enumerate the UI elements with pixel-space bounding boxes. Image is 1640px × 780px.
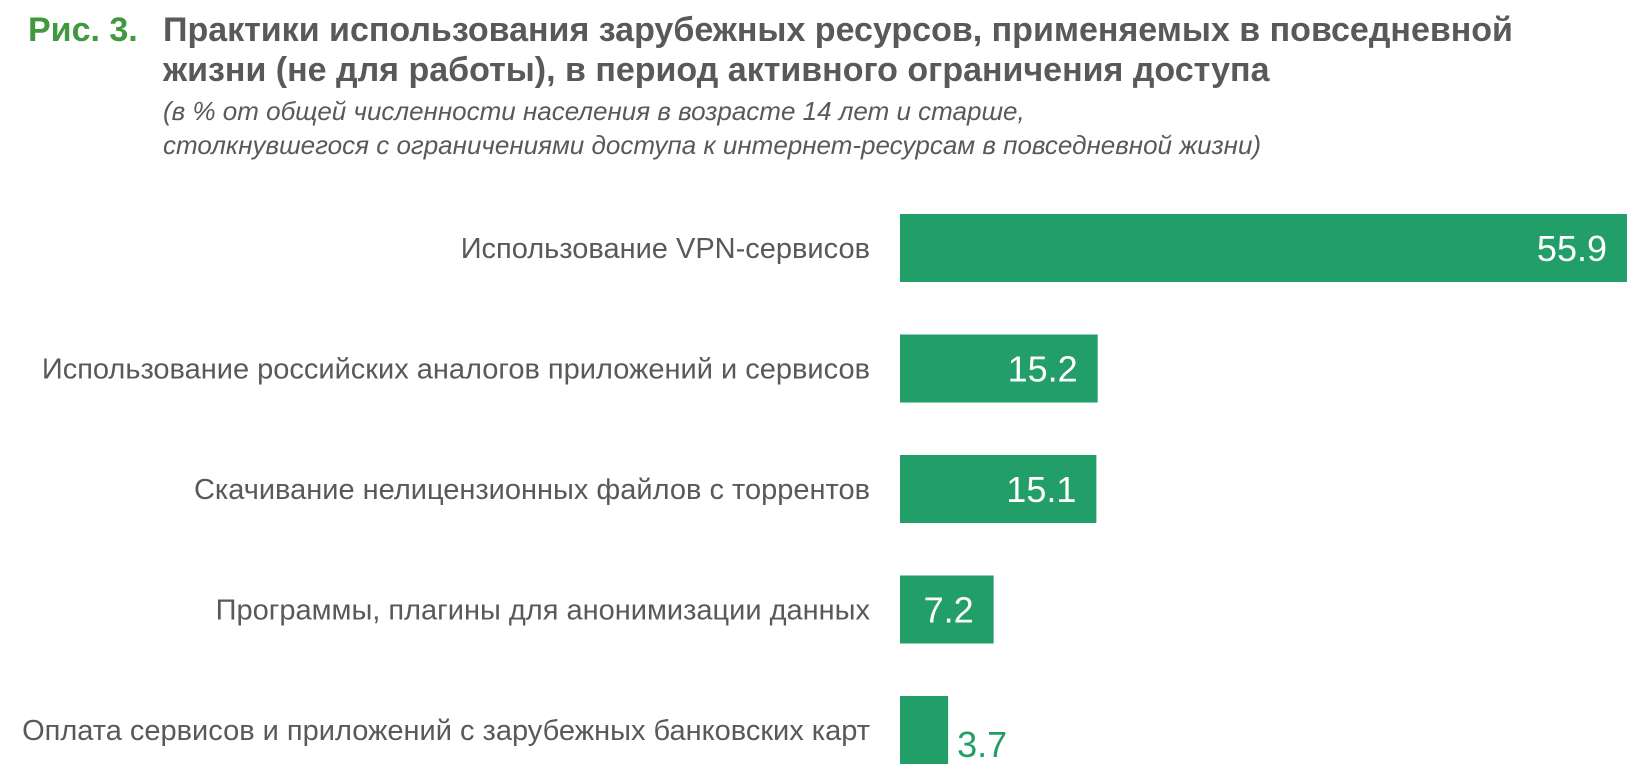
figure-number: Рис. 3. (28, 11, 138, 49)
bar (900, 455, 1097, 523)
bar (900, 575, 994, 644)
bar (900, 696, 949, 764)
value-label: 55.9 (1537, 228, 1607, 269)
category-label: Оплата сервисов и приложений с зарубежны… (22, 715, 870, 747)
chart-title-line-2: жизни (не для работы), в период активног… (163, 51, 1270, 89)
category-label: Программы, плагины для анонимизации данн… (216, 595, 871, 627)
chart-subtitle: (в % от общей численности населения в во… (163, 94, 1261, 162)
value-label: 7.2 (924, 590, 974, 631)
bar (900, 214, 1627, 282)
chart-title-line-1: Практики использования зарубежных ресурс… (163, 11, 1513, 49)
value-label: 15.1 (1006, 469, 1076, 510)
category-label: Использование российских аналогов прилож… (42, 354, 870, 386)
chart-title: Практики использования зарубежных ресурс… (163, 10, 1623, 90)
chart-subtitle-line-1: (в % от общей численности населения в во… (163, 96, 1025, 126)
chart-subtitle-line-2: столкнувшегося с ограничениями доступа к… (163, 130, 1262, 160)
category-label: Скачивание нелицензионных файлов с торре… (194, 474, 870, 506)
bar (900, 334, 1098, 403)
category-label: Использование VPN-сервисов (461, 233, 870, 265)
value-label: 15.2 (1008, 349, 1078, 390)
value-label: 3.7 (957, 724, 1007, 765)
